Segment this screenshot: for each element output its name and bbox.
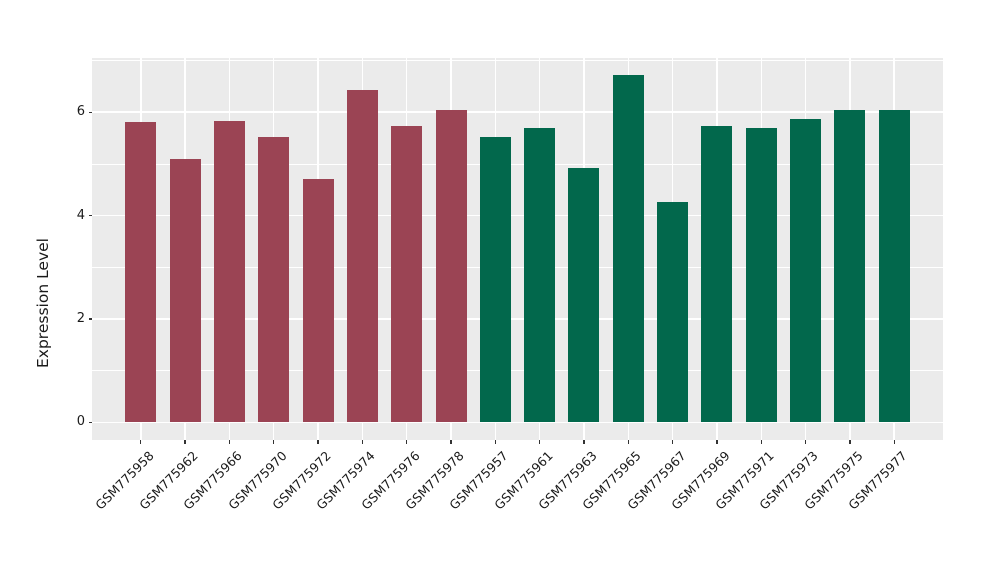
x-axis-tick: [228, 440, 230, 444]
x-axis-tick: [140, 440, 142, 444]
bar-GSM775966: [213, 121, 245, 423]
y-tick-label: 6: [76, 104, 85, 120]
bar-GSM775967: [657, 201, 689, 423]
x-axis-tick: [539, 440, 541, 444]
bar-GSM775970: [258, 136, 290, 423]
bar-GSM775976: [391, 125, 423, 423]
y-axis-tick: [88, 421, 92, 423]
gridline-horizontal-minor: [92, 266, 943, 268]
gridline-horizontal-minor: [92, 370, 943, 372]
x-axis-tick: [583, 440, 585, 444]
gridline-horizontal-minor: [92, 60, 943, 62]
y-tick-label: 0: [76, 414, 85, 430]
bar-GSM775965: [612, 75, 644, 423]
x-axis-tick: [184, 440, 186, 444]
plot-panel: [92, 58, 943, 440]
bar-GSM775958: [125, 122, 157, 423]
gridline-horizontal-major: [92, 111, 943, 114]
x-axis-tick: [893, 440, 895, 444]
x-axis-tick: [627, 440, 629, 444]
y-axis-tick: [88, 111, 92, 113]
y-axis-title: Expression Level: [34, 238, 52, 368]
x-axis-tick: [804, 440, 807, 444]
bar-GSM775978: [435, 109, 467, 423]
gridline-horizontal-minor: [92, 163, 943, 165]
bar-GSM775977: [878, 110, 910, 423]
bar-GSM775971: [745, 128, 777, 423]
x-axis-tick: [406, 440, 408, 444]
x-axis-tick: [716, 440, 718, 444]
y-axis-tick: [88, 318, 92, 320]
x-axis-tick: [494, 440, 496, 444]
bar-GSM775975: [834, 110, 866, 423]
bar-GSM775969: [701, 125, 733, 423]
gridline-horizontal-major: [92, 318, 943, 320]
x-axis-tick: [317, 440, 319, 444]
y-axis-tick: [88, 215, 92, 217]
bar-GSM775961: [524, 128, 556, 423]
x-axis-tick: [760, 440, 762, 444]
gridline-horizontal-major: [92, 421, 943, 424]
bar-GSM775974: [346, 90, 378, 423]
x-axis-tick: [849, 440, 851, 444]
bar-GSM775963: [568, 167, 600, 423]
x-axis-tick: [273, 440, 275, 444]
bar-GSM775962: [169, 158, 201, 423]
gridline-horizontal-major: [92, 214, 943, 217]
x-axis-tick: [361, 440, 363, 444]
y-tick-label: 2: [76, 311, 85, 327]
x-axis-tick: [672, 440, 674, 444]
x-axis-tick: [450, 440, 452, 444]
y-tick-label: 4: [76, 207, 85, 223]
bar-GSM775973: [790, 118, 822, 423]
bar-GSM775972: [302, 179, 334, 423]
bar-GSM775957: [479, 137, 511, 423]
